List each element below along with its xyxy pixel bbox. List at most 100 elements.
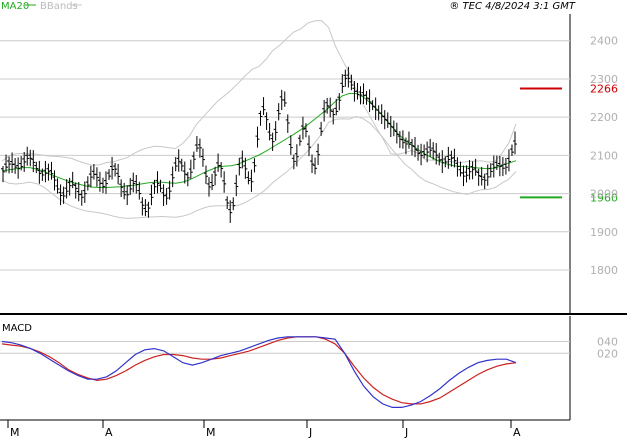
ohlc-bar [13, 158, 18, 174]
ohlc-bar [340, 74, 345, 94]
ohlc-bar [416, 144, 421, 161]
ohlc-bar [349, 74, 354, 91]
macd-line [1, 336, 517, 408]
ohlc-bar [419, 143, 424, 166]
ohlc-bar [267, 122, 272, 141]
macd-title: MACD [2, 323, 32, 334]
ohlc-bar [449, 150, 454, 167]
ohlc-bar [394, 122, 399, 144]
ohlc-bar [440, 150, 445, 174]
ohlc-bar [37, 160, 42, 184]
ohlc-bar [149, 184, 154, 206]
ohlc-bar [155, 171, 160, 194]
ohlc-bar [143, 199, 148, 217]
macd-y-tick-label: 020 [597, 347, 618, 360]
ohlc-bar [367, 89, 372, 113]
ohlc-bar [428, 138, 433, 157]
ohlc-bar [503, 157, 508, 175]
month-tick-label: A [513, 426, 521, 439]
ohlc-bar [116, 163, 121, 185]
ohlc-bar [285, 114, 290, 133]
ohlc-bar [152, 179, 157, 195]
macd-signal-line [1, 336, 517, 405]
ohlc-bar [297, 134, 302, 146]
ohlc-bar [334, 98, 339, 116]
ohlc-bar [313, 157, 318, 175]
bbands-lower-line [1, 115, 517, 219]
ohlc-bar [455, 157, 460, 177]
ohlc-bar [319, 121, 324, 136]
ohlc-bar [146, 201, 151, 218]
ohlc-bar [306, 135, 311, 157]
ohlc-bar [291, 154, 296, 170]
ohlc-bar [55, 178, 60, 194]
ohlc-bar [500, 157, 505, 177]
ohlc-bar [322, 99, 327, 122]
ohlc-bar [119, 179, 124, 197]
ohlc-bar [413, 136, 418, 158]
ohlc-bar [452, 148, 457, 168]
ohlc-bar [252, 158, 257, 173]
month-tick-label: A [105, 426, 113, 439]
ohlc-bar [58, 184, 63, 206]
ohlc-bar [337, 93, 342, 111]
ohlc-bar [494, 155, 499, 170]
ohlc-bar [137, 181, 142, 200]
ohlc-bar [200, 148, 205, 167]
ohlc-bar [213, 166, 218, 186]
ohlc-bars-layer [1, 66, 517, 223]
price-y-tick-label: 2000 [590, 188, 618, 201]
ohlc-bar [158, 179, 163, 193]
ohlc-bar [22, 151, 27, 172]
ohlc-bar [446, 146, 451, 169]
ohlc-bar [422, 144, 427, 159]
ohlc-bar [222, 171, 227, 193]
ohlc-bar [52, 170, 57, 191]
ohlc-bar [261, 97, 266, 115]
ohlc-bar [513, 131, 517, 155]
price-y-tick-label: 2200 [590, 111, 618, 124]
ohlc-bar [210, 173, 215, 191]
ohlc-bar [122, 182, 127, 200]
ohlc-bar [400, 130, 405, 149]
ohlc-bar [28, 149, 33, 167]
ohlc-bar [231, 197, 236, 211]
ohlc-bar [61, 186, 66, 204]
price-y-tick-label: 2100 [590, 149, 618, 162]
ohlc-bar [237, 157, 242, 176]
ohlc-bar [128, 178, 133, 195]
ohlc-bar [225, 196, 230, 209]
ohlc-bar [300, 116, 305, 140]
ohlc-bar [491, 155, 496, 178]
price-y-tick-label: 1900 [590, 226, 618, 239]
ohlc-bar [258, 110, 263, 126]
ohlc-bar [476, 168, 481, 186]
ohlc-bar [85, 176, 90, 191]
ohlc-bar [110, 156, 115, 180]
ohlc-bar [207, 177, 212, 197]
ohlc-bar [331, 108, 336, 125]
ohlc-bar [194, 136, 199, 152]
month-tick-label: J [404, 426, 408, 439]
ohlc-bar [464, 165, 469, 183]
support-label: 1960 [590, 191, 618, 204]
ohlc-bar [182, 161, 187, 184]
ohlc-bar [188, 159, 193, 179]
ohlc-bar [140, 197, 145, 216]
ohlc-bar [219, 162, 224, 178]
price-y-ticks: 1800 1900 2000 2100 2200 2300 2400 [590, 35, 618, 277]
ohlc-bar [467, 160, 472, 180]
ohlc-bar [361, 83, 366, 105]
ohlc-bar [485, 164, 490, 186]
ohlc-bar [403, 137, 408, 155]
ohlc-bar [473, 158, 478, 176]
ohlc-bar [185, 171, 190, 187]
ohlc-bar [346, 66, 351, 88]
symbol-timestamp: ® TEC 4/8/2024 3:1 GMT [449, 1, 576, 12]
ohlc-bar [1, 166, 5, 183]
ohlc-bar [497, 155, 502, 177]
ohlc-bar [107, 169, 112, 180]
ohlc-bar [16, 157, 21, 179]
